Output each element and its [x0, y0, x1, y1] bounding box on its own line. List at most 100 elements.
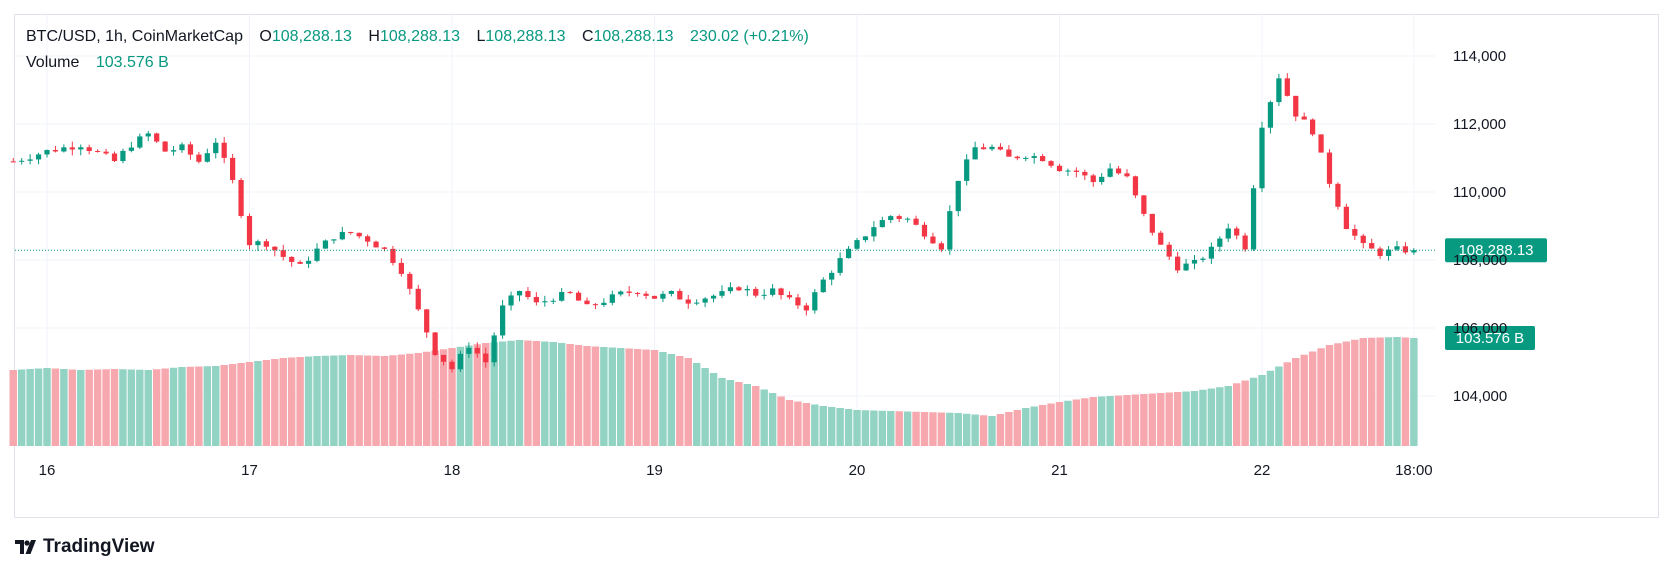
candle-body	[812, 292, 818, 311]
volume-bar	[802, 403, 811, 446]
volume-bar	[819, 406, 827, 446]
candle-body	[35, 154, 42, 160]
volume-bar	[625, 348, 633, 446]
volume-bar	[254, 361, 262, 446]
volume-bar	[752, 386, 760, 446]
volume-bar	[1173, 392, 1182, 446]
candle-body	[162, 141, 168, 152]
volume-bar	[68, 369, 77, 446]
open-label: O	[259, 28, 272, 45]
chart-legend-ohlc: BTC/USD, 1h, CoinMarketCap O108,288.13 H…	[26, 28, 809, 46]
volume-bar	[422, 351, 431, 446]
candle-body	[52, 150, 59, 152]
time-tick-label: 18	[444, 462, 461, 479]
candle-body	[120, 150, 126, 162]
volume-bar	[1317, 348, 1325, 446]
symbol-line[interactable]: BTC/USD, 1h, CoinMarketCap	[26, 28, 243, 45]
candle-body	[1234, 228, 1240, 236]
candle-body	[221, 142, 227, 158]
volume-bar	[169, 367, 178, 446]
high-value: 108,288.13	[379, 28, 461, 45]
candle-body	[1158, 232, 1164, 245]
candle-body	[415, 288, 421, 310]
volume-bar	[1376, 337, 1384, 446]
candle-body	[457, 353, 464, 370]
volume-bar	[380, 356, 389, 446]
candle-body	[533, 296, 539, 303]
candle-body	[592, 304, 599, 306]
volume-bar	[650, 350, 659, 446]
candle-body	[1175, 256, 1181, 271]
volume-bar	[954, 413, 962, 446]
volume-label[interactable]: Volume	[26, 54, 80, 71]
volume-bar	[1334, 343, 1342, 446]
candle-body	[972, 147, 978, 160]
candle-body	[677, 291, 683, 300]
volume-bar	[296, 357, 304, 446]
candle-body	[1006, 149, 1012, 157]
volume-bar	[1005, 412, 1013, 446]
volume-bar	[1224, 386, 1232, 446]
candle-body	[1191, 259, 1198, 264]
candle-body	[1200, 258, 1206, 260]
candle-body	[246, 215, 253, 246]
price-tick-label: 106,000	[1453, 320, 1507, 337]
candle-body	[322, 240, 329, 249]
volume-bar	[1030, 406, 1038, 446]
candle-body	[1352, 229, 1358, 236]
chart-legend-volume: Volume 103.576 B	[26, 54, 169, 72]
volume-bar	[566, 344, 574, 446]
volume-bar	[186, 366, 195, 446]
candle-body	[1090, 175, 1096, 183]
close-label: C	[581, 28, 594, 45]
volume-bar	[870, 410, 878, 446]
candle-body	[837, 258, 843, 273]
change-value: 230.02 (+0.21%)	[690, 28, 809, 45]
volume-bar	[903, 411, 912, 446]
candle-body	[508, 295, 514, 306]
volume-bar	[878, 410, 887, 446]
candle-body	[567, 292, 573, 294]
volume-bar	[1325, 345, 1334, 446]
candle-body	[727, 287, 734, 292]
volume-bar	[1055, 402, 1064, 446]
candle-body	[643, 293, 649, 296]
candle-body	[263, 241, 269, 247]
time-tick-label: 22	[1254, 462, 1271, 479]
volume-bar	[726, 380, 735, 446]
volume-bar	[102, 369, 110, 446]
candle-layer	[10, 73, 1417, 373]
candle-body	[10, 161, 16, 163]
candle-body	[938, 243, 944, 250]
candle-body	[1023, 157, 1029, 159]
candle-body	[584, 300, 590, 305]
volume-bar	[988, 416, 996, 446]
candle-body	[27, 159, 33, 161]
candle-body	[871, 227, 877, 237]
tradingview-logo[interactable]: TradingView	[15, 536, 155, 558]
candle-body	[331, 239, 337, 241]
volume-bar	[152, 369, 161, 446]
candle-body	[980, 147, 987, 150]
last-volume-badge	[1445, 326, 1535, 350]
volume-bar	[853, 410, 861, 446]
volume-bar	[591, 346, 600, 446]
candle-body	[1259, 127, 1265, 189]
candle-body	[525, 291, 531, 297]
volume-bar	[330, 355, 338, 446]
volume-bar	[1089, 397, 1097, 446]
volume-bar	[397, 354, 406, 446]
volume-bar	[1114, 395, 1123, 446]
volume-bar	[1081, 398, 1089, 446]
candle-body	[1149, 213, 1155, 233]
volume-bar	[549, 342, 557, 446]
candle-body	[1335, 183, 1341, 207]
volume-bar	[321, 355, 330, 446]
volume-bar	[456, 346, 465, 446]
candle-body	[86, 147, 92, 151]
candle-body	[575, 292, 582, 301]
volume-bar	[85, 369, 93, 446]
volume-bar	[355, 355, 363, 446]
volume-bar	[1351, 339, 1359, 446]
